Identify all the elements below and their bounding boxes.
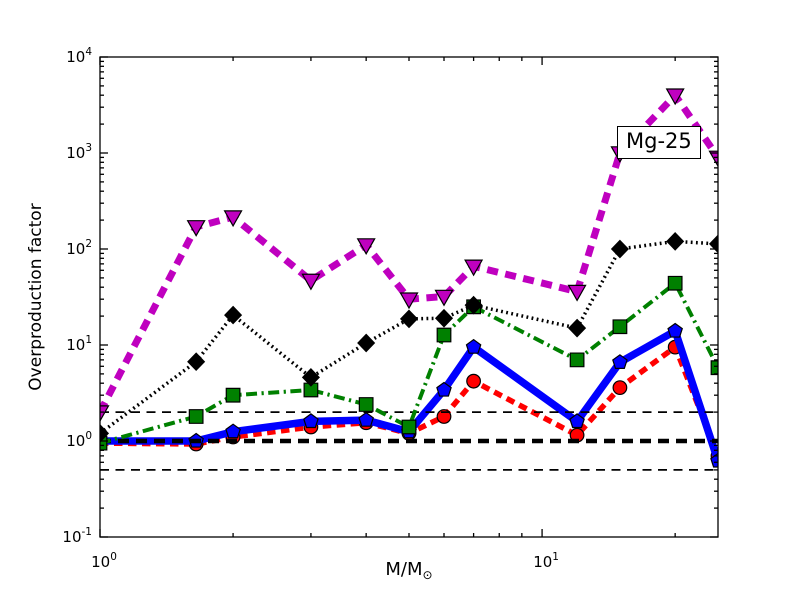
marker-triangle-down: [356, 238, 376, 256]
sun-symbol: ⊙: [422, 568, 433, 582]
y-tick-label: 101: [66, 334, 92, 354]
marker-diamond: [568, 318, 587, 338]
marker-pentagon: [436, 381, 452, 397]
marker-triangle-down: [567, 284, 587, 302]
marker-circle: [466, 373, 482, 389]
series-black-dotted-diamonds: [100, 232, 718, 443]
series-line-black-dotted-diamonds: [100, 239, 718, 435]
marker-square: [225, 387, 241, 403]
axis-ticks: [99, 56, 718, 538]
y-tick-label: 102: [66, 238, 92, 258]
marker-pentagon: [569, 413, 585, 429]
marker-diamond: [224, 305, 243, 325]
marker-diamond: [666, 232, 685, 251]
marker-triangle-down: [434, 289, 454, 307]
x-axis-label-main: M/M: [385, 559, 423, 580]
marker-square: [436, 327, 452, 343]
marker-diamond: [610, 239, 629, 259]
marker-square: [569, 352, 585, 368]
marker-square: [401, 419, 417, 435]
marker-triangle-down: [223, 210, 243, 228]
marker-triangle-down: [301, 273, 321, 291]
y-axis-label: Overproduction factor: [26, 203, 46, 391]
marker-diamond: [399, 309, 419, 329]
marker-pentagon: [612, 354, 628, 369]
marker-pentagon: [710, 452, 718, 468]
marker-pentagon: [465, 338, 482, 354]
marker-pentagon: [358, 411, 374, 427]
marker-square: [667, 275, 683, 291]
marker-triangle-down: [186, 220, 206, 237]
marker-diamond: [357, 333, 376, 353]
marker-triangle-down: [665, 88, 685, 106]
marker-triangle-down: [100, 405, 110, 423]
y-tick-label: 103: [66, 142, 92, 162]
marker-diamond: [434, 308, 454, 328]
y-tick-label: 10-1: [62, 526, 92, 546]
y-tick-label: 100: [66, 430, 92, 450]
y-tick-label: 104: [66, 46, 92, 66]
isotope-annotation: Mg-25: [617, 126, 701, 159]
marker-pentagon: [667, 322, 683, 338]
x-tick-label: 101: [533, 551, 559, 571]
marker-pentagon: [225, 423, 241, 439]
marker-pentagon: [303, 413, 319, 429]
marker-triangle-down: [399, 292, 419, 310]
marker-diamond: [464, 295, 483, 315]
marker-circle: [436, 409, 452, 424]
x-axis-label: M/M⊙: [385, 559, 432, 582]
marker-diamond: [100, 424, 110, 443]
series-green-dashdot-squares: [100, 275, 718, 451]
marker-diamond: [187, 352, 206, 372]
marker-diamond: [708, 234, 718, 254]
marker-square: [612, 319, 628, 335]
x-tick-label: 100: [91, 551, 117, 571]
marker-square: [358, 397, 374, 412]
marker-circle: [612, 380, 628, 395]
marker-triangle-down: [464, 259, 484, 277]
marker-square: [710, 360, 718, 376]
marker-diamond: [301, 368, 320, 387]
marker-square: [188, 409, 204, 424]
